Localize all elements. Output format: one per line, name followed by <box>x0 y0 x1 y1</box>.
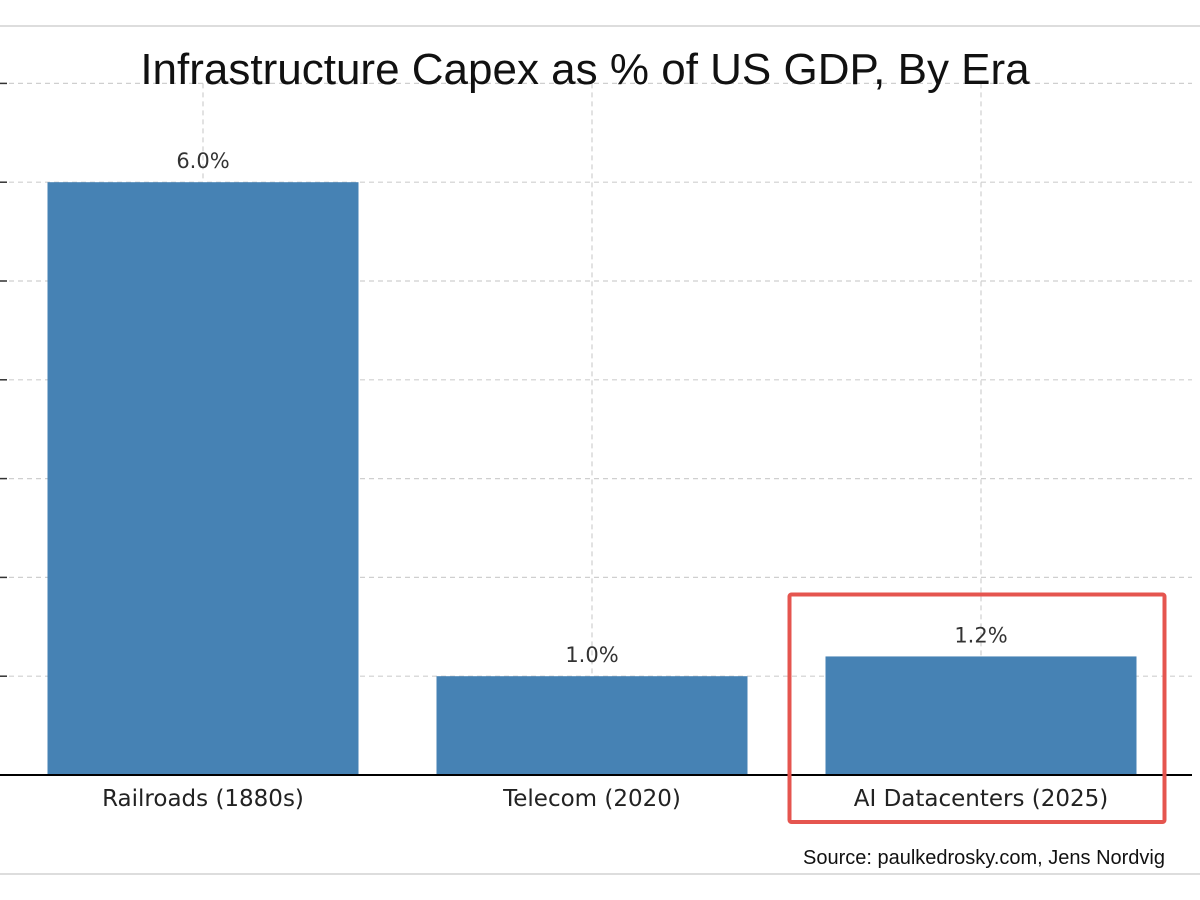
data-label-telecom-2020: 1.0% <box>565 643 618 667</box>
highlight-layer <box>787 592 1167 824</box>
data-label-railroads-1880s: 6.0% <box>176 149 229 173</box>
bar-ai-datacenters-2025 <box>825 656 1137 775</box>
bars <box>47 182 1137 775</box>
x-tick-label-railroads-1880s: Railroads (1880s) <box>102 786 304 812</box>
x-tick-label-ai-datacenters-2025: AI Datacenters (2025) <box>854 786 1109 812</box>
data-label-ai-datacenters-2025: 1.2% <box>954 623 1007 647</box>
x-tick-label-telecom-2020: Telecom (2020) <box>502 786 681 812</box>
source-text: Source: paulkedrosky.com, Jens Nordvig <box>803 847 1165 869</box>
x-tick-labels: Railroads (1880s) Telecom (2020) AI Datace… <box>102 786 1108 812</box>
highlight-box <box>787 592 1167 824</box>
chart-title: Infrastructure Capex as % of US GDP, By … <box>140 45 1030 94</box>
data-labels: 6.0% 1.0% 1.2% <box>176 149 1007 667</box>
bar-telecom-2020 <box>436 676 748 775</box>
bar-railroads-1880s <box>47 182 359 775</box>
